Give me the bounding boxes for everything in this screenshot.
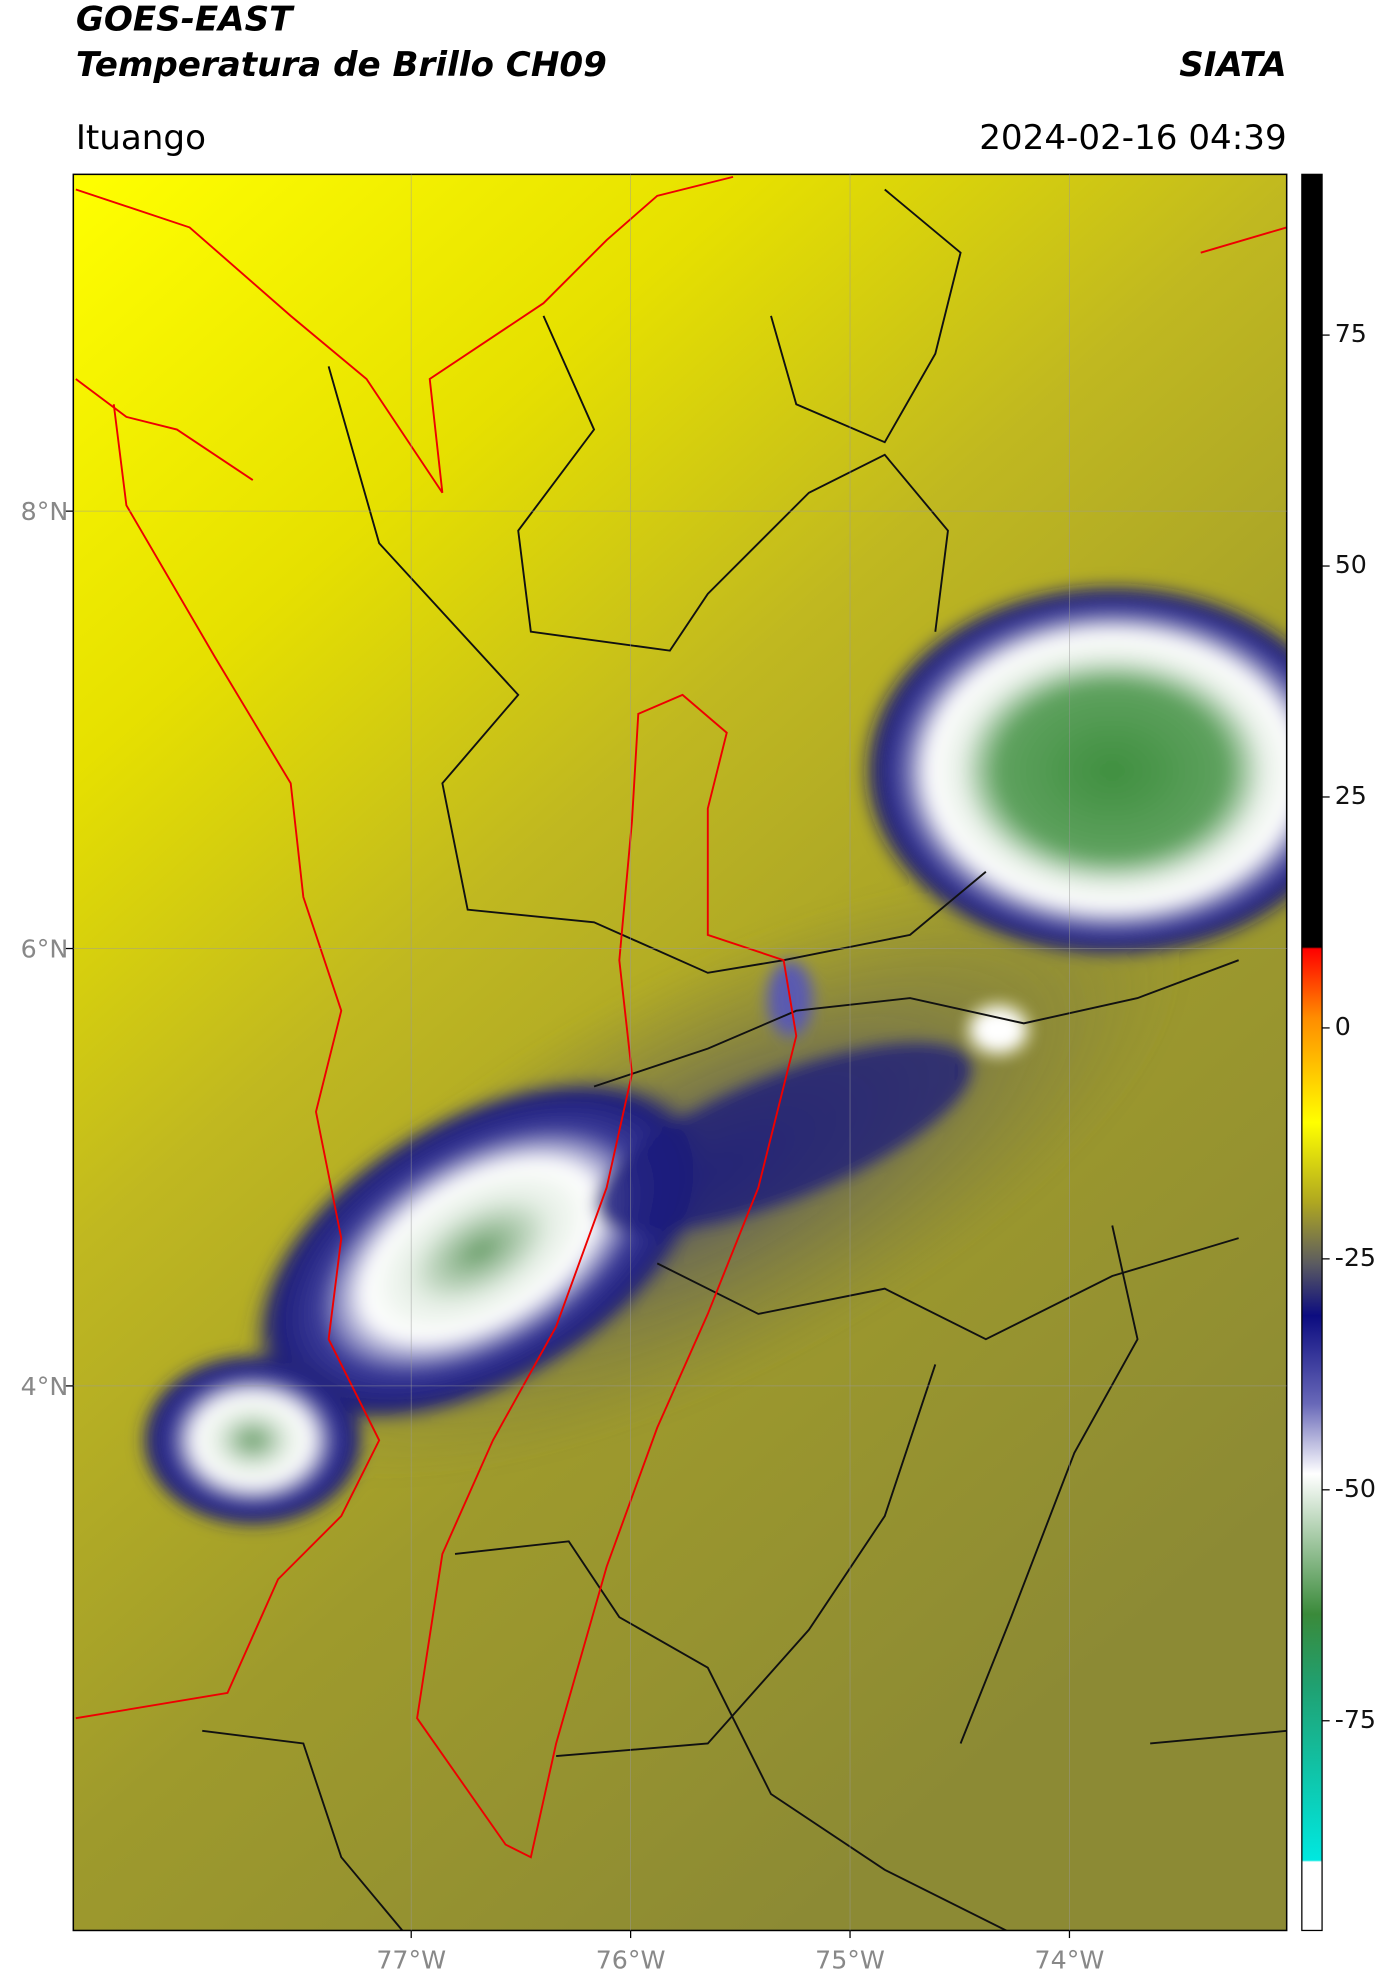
colorbar-tick-label: 25 (1335, 781, 1367, 810)
map-image (73, 174, 1287, 1931)
y-tick-label: 4°N (21, 1372, 69, 1401)
x-tick-label: 77°W (376, 1945, 446, 1974)
x-tick-label: 74°W (1035, 1945, 1105, 1974)
colorbar-tick-label: 75 (1335, 319, 1367, 348)
colorbar-tick-label: -50 (1335, 1474, 1376, 1503)
colorbar-tick-label: -25 (1335, 1243, 1376, 1272)
colorbar-tick-label: 0 (1335, 1012, 1351, 1041)
y-tick-label: 8°N (21, 497, 69, 526)
location: Ituango (76, 118, 206, 158)
x-tick-label: 75°W (815, 1945, 885, 1974)
source: SIATA (1179, 45, 1286, 85)
x-tick-label: 76°W (596, 1945, 666, 1974)
datetime: 2024-02-16 04:39 (979, 118, 1286, 158)
y-tick-label: 6°N (21, 934, 69, 963)
subtitle: Temperatura de Brillo CH09 (76, 45, 607, 85)
colorbar (1301, 173, 1323, 1932)
map-frame (72, 173, 1288, 1932)
colorbar-tick-label: -75 (1335, 1705, 1376, 1734)
colorbar-tick-label: 50 (1335, 550, 1367, 579)
title: GOES-EAST (76, 0, 295, 39)
